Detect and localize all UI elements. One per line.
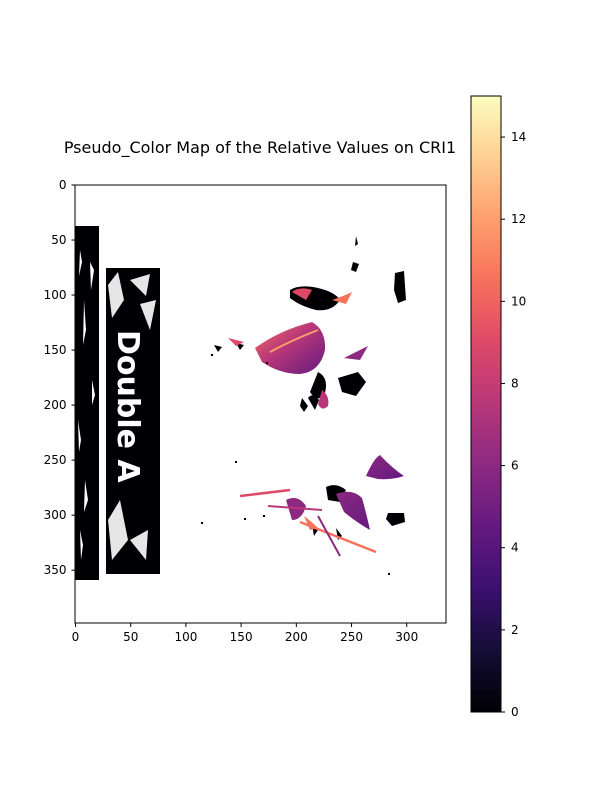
x-tick-label: 150 <box>230 630 253 644</box>
image-plot: Double A <box>75 185 446 623</box>
colorbar-tick-label: 10 <box>511 294 526 308</box>
colorbar-gradient <box>470 95 502 713</box>
colorbar-tick-label: 12 <box>511 212 526 226</box>
chart-title: Pseudo_Color Map of the Relative Values … <box>64 138 456 158</box>
lower-leaves <box>239 455 404 557</box>
dark-clusters <box>214 236 406 540</box>
y-tick-label: 0 <box>59 178 67 192</box>
x-tick-label: 200 <box>285 630 308 644</box>
colorbar-tick-label: 8 <box>511 376 519 390</box>
colorbar-tick-label: 14 <box>511 130 526 144</box>
packaging-text: Double A <box>110 330 145 483</box>
y-tick-label: 150 <box>44 343 67 357</box>
colorbar-tick-label: 6 <box>511 459 519 473</box>
colorbar-ticks: 0 2 4 6 8 10 12 14 <box>501 130 526 719</box>
colorbar: 0 2 4 6 8 10 12 14 <box>470 95 526 719</box>
packaging-left-strip <box>75 226 99 580</box>
x-tick-label: 100 <box>174 630 197 644</box>
y-tick-label: 300 <box>44 508 67 522</box>
y-tick-label: 250 <box>44 453 67 467</box>
colorbar-tick-label: 0 <box>511 705 519 719</box>
colorbar-tick-label: 2 <box>511 623 519 637</box>
x-tick-label: 250 <box>340 630 363 644</box>
y-tick-label: 100 <box>44 288 67 302</box>
x-tick-label: 50 <box>123 630 138 644</box>
y-tick-label: 50 <box>51 233 66 247</box>
specks <box>201 354 390 575</box>
packaging-box: Double A <box>102 268 160 574</box>
y-tick-label: 350 <box>44 563 67 577</box>
x-tick-label: 300 <box>395 630 418 644</box>
x-tick-label: 0 <box>72 630 80 644</box>
x-axis: 0 50 100 150 200 250 300 <box>72 623 418 644</box>
y-axis: 0 50 100 150 200 250 300 350 <box>44 178 76 577</box>
colorbar-tick-label: 4 <box>511 541 519 555</box>
y-tick-label: 200 <box>44 398 67 412</box>
upper-leaf <box>228 288 368 409</box>
plot-frame <box>74 184 447 624</box>
